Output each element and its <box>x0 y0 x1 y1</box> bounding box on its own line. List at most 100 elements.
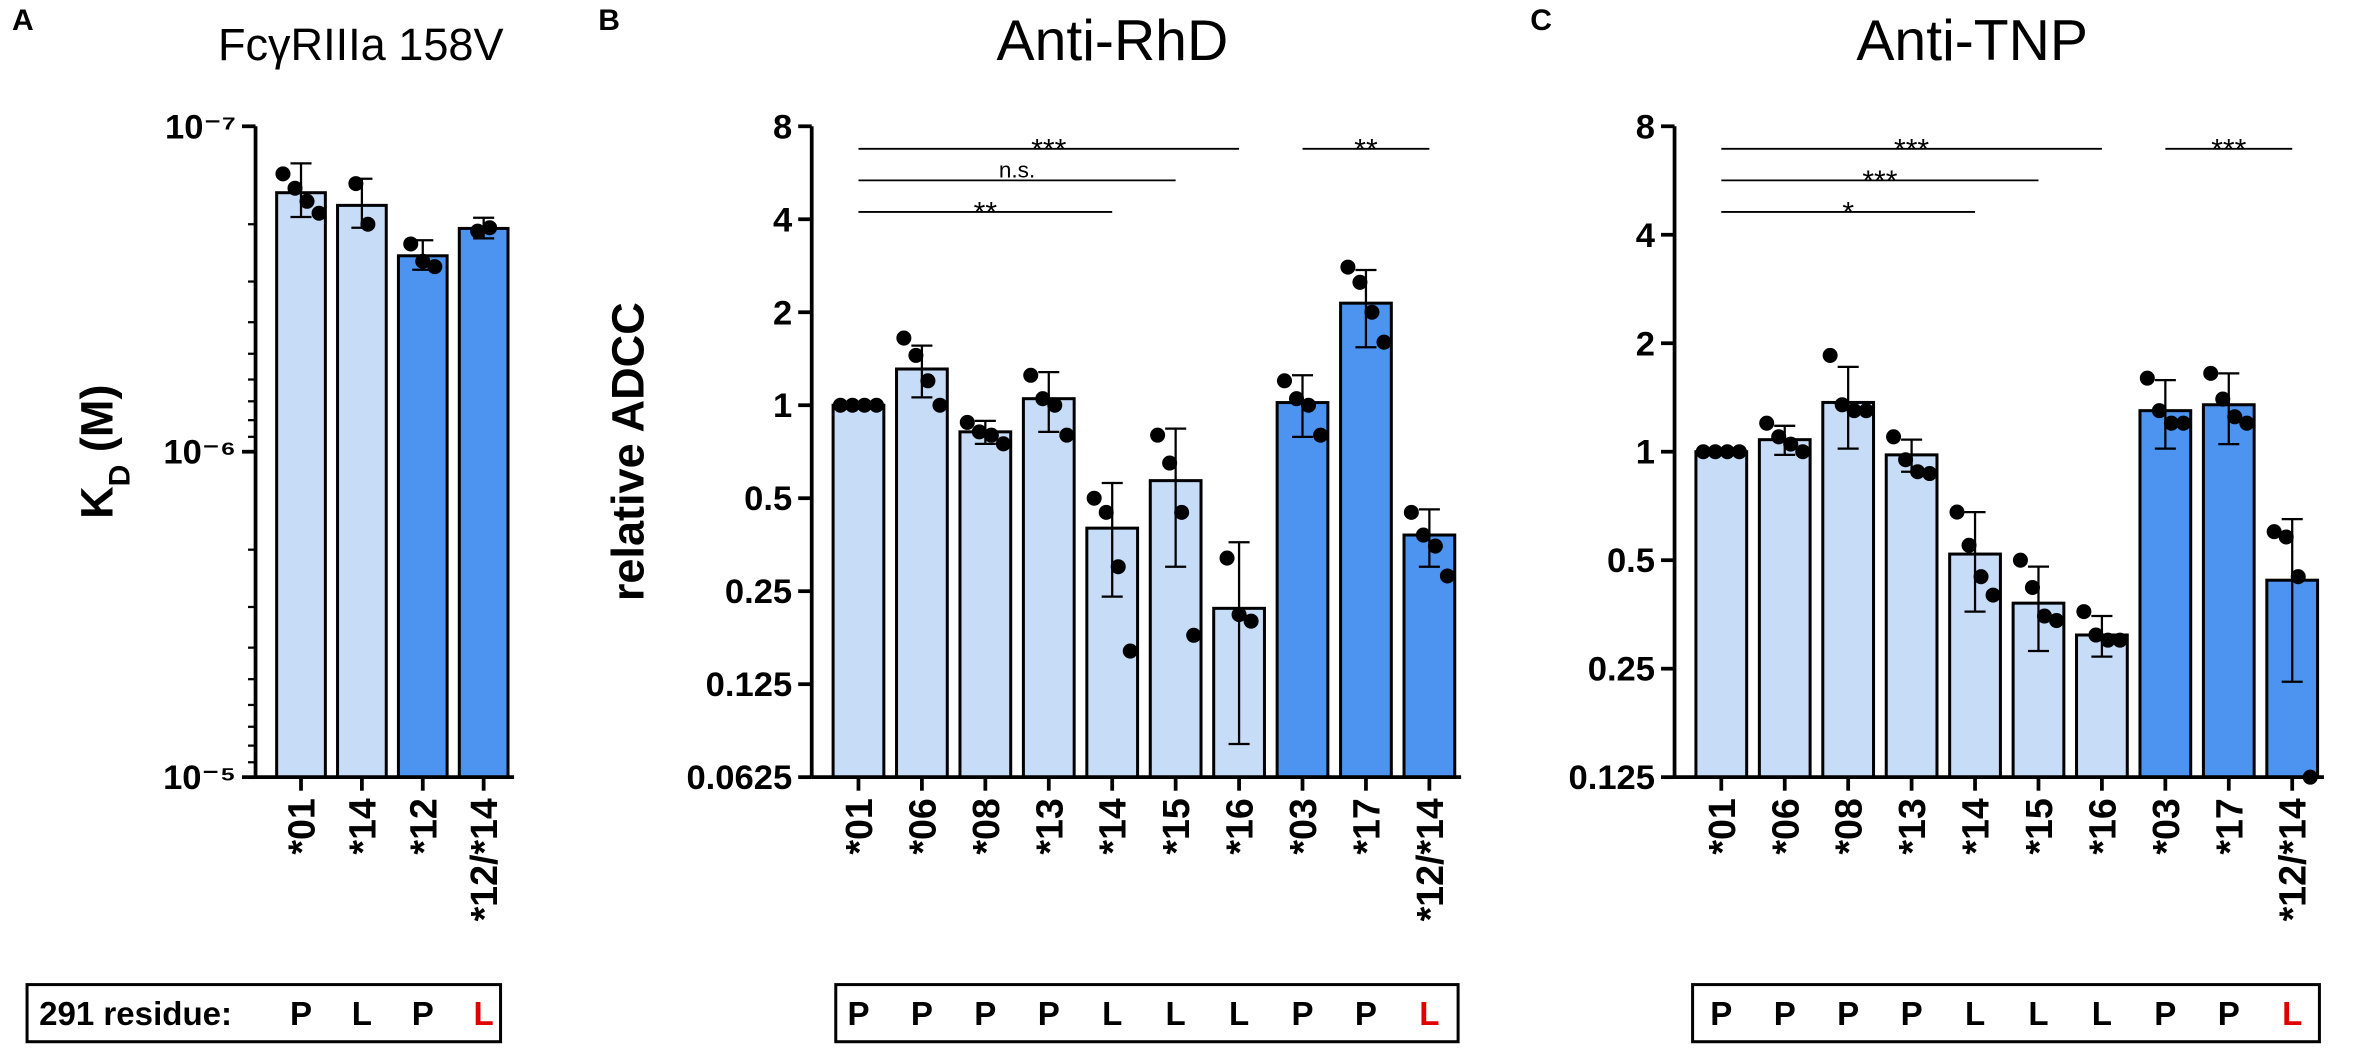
y-tick-label: 1 <box>773 387 792 425</box>
data-point <box>1759 415 1775 431</box>
residue: P <box>1710 996 1732 1033</box>
data-point <box>1110 559 1126 575</box>
x-tick-label: *01 <box>281 798 323 854</box>
y-tick-label: 0.5 <box>744 480 792 518</box>
bar <box>1339 301 1393 779</box>
data-point <box>1719 444 1735 460</box>
panel-letter: C <box>1530 4 1552 37</box>
data-point <box>311 205 327 221</box>
data-point <box>360 216 376 232</box>
bar <box>457 226 510 779</box>
data-point <box>1243 613 1259 629</box>
y-tick-label: 10⁻⁶ <box>163 434 236 472</box>
data-point <box>1795 444 1811 460</box>
data-point <box>1822 347 1838 363</box>
x-tick-label: *12/*14 <box>2272 798 2314 921</box>
bar <box>2138 409 2193 779</box>
data-point <box>2012 552 2028 568</box>
data-point <box>1276 373 1292 389</box>
data-point <box>287 180 303 196</box>
y-tick-label: 0.125 <box>1569 759 1655 797</box>
residue-box <box>1691 983 2321 1044</box>
x-tick-label: *06 <box>1764 798 1806 854</box>
y-tick-label: 2 <box>1636 325 1655 363</box>
x-tick-label: *12/*14 <box>1409 798 1451 921</box>
residue: P <box>290 996 312 1033</box>
data-point <box>1376 334 1392 350</box>
bar <box>275 191 327 779</box>
y-tick-label: 8 <box>773 108 792 146</box>
data-point <box>482 220 498 236</box>
data-point <box>1122 643 1138 659</box>
y-axis-label-part: (M) <box>72 385 123 465</box>
y-axis-label-part: K <box>72 486 123 519</box>
data-point <box>2290 569 2306 585</box>
residue: L <box>1102 996 1122 1033</box>
x-tick-label: *12/*14 <box>463 798 505 921</box>
data-point <box>2100 632 2116 648</box>
data-point <box>1352 274 1368 290</box>
bar <box>336 203 388 779</box>
residue: P <box>2218 996 2240 1033</box>
data-point <box>1707 444 1723 460</box>
data-point <box>1771 429 1787 445</box>
data-point <box>1313 427 1329 443</box>
bar <box>1275 401 1330 779</box>
data-point <box>2203 365 2219 381</box>
data-point <box>2036 608 2053 624</box>
bar <box>1757 438 1812 779</box>
residue: P <box>1355 996 1377 1033</box>
significance-label: ** <box>974 196 998 229</box>
data-point <box>275 166 291 182</box>
data-point <box>896 330 912 346</box>
data-point <box>2112 632 2128 648</box>
data-point <box>2088 627 2104 643</box>
data-point <box>868 397 885 413</box>
panel-letter: A <box>12 4 34 37</box>
y-tick-label: 10⁻⁵ <box>163 759 236 797</box>
data-point <box>1162 455 1178 471</box>
bar <box>958 430 1013 779</box>
x-tick-label: *16 <box>2081 798 2123 854</box>
data-point <box>2024 579 2040 595</box>
significance-label: *** <box>2211 133 2246 166</box>
residue: L <box>2092 996 2112 1033</box>
x-tick-label: *15 <box>1155 798 1197 854</box>
x-tick-label: *06 <box>901 798 943 854</box>
data-point <box>1834 397 1850 413</box>
data-point <box>348 176 364 192</box>
significance-label: *** <box>1894 133 1929 166</box>
residue: P <box>911 996 933 1033</box>
y-tick-label: 1 <box>1636 434 1655 472</box>
x-tick-label: *17 <box>2208 798 2250 854</box>
x-tick-label: *03 <box>1282 798 1324 854</box>
bar <box>2201 403 2256 779</box>
x-tick-label: *13 <box>1891 798 1933 854</box>
data-point <box>1174 504 1190 520</box>
residue: L <box>2282 996 2302 1033</box>
residue: L <box>2028 996 2048 1033</box>
y-tick-label: 4 <box>773 201 793 239</box>
data-point <box>1898 452 1914 468</box>
data-point <box>1439 568 1455 584</box>
data-point <box>1219 550 1235 566</box>
residue: P <box>847 996 869 1033</box>
residue: L <box>474 996 494 1033</box>
data-point <box>1231 607 1247 623</box>
data-point <box>1059 427 1075 443</box>
data-point <box>2163 415 2179 431</box>
x-tick-label: *08 <box>965 798 1007 854</box>
x-tick-label: *12 <box>402 798 444 854</box>
x-tick-label: *14 <box>341 798 383 855</box>
data-point <box>932 397 948 413</box>
data-point <box>427 259 443 275</box>
x-tick-label: *17 <box>1345 798 1387 854</box>
data-point <box>1364 304 1380 320</box>
data-point <box>1427 538 1443 554</box>
x-tick-label: *13 <box>1028 798 1070 854</box>
bar <box>1821 400 1876 779</box>
data-point <box>983 427 999 443</box>
data-point <box>2175 415 2191 431</box>
data-point <box>1301 397 1317 413</box>
